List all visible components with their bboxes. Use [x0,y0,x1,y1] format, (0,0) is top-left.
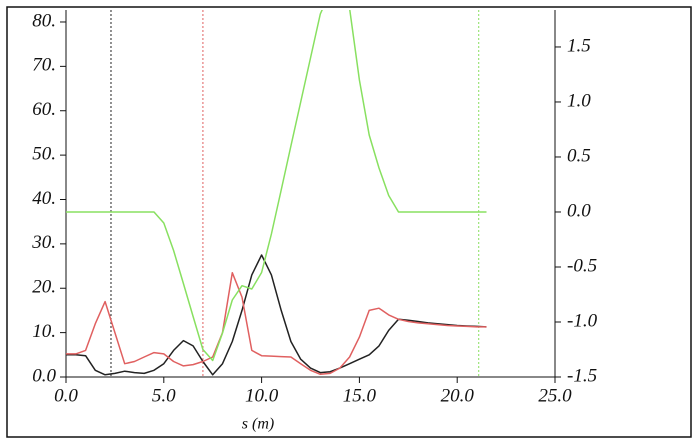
y-tick-label: 10. [32,321,56,342]
y-tick-label: 80. [32,10,56,31]
y-tick-label: 60. [32,99,56,120]
x-tick-label: 15.0 [343,385,377,406]
series-line [66,271,487,376]
y-tick-label: 70. [32,55,56,76]
x-tick-label: 25.0 [538,385,572,406]
y-tick-label: 30. [31,232,56,253]
x-tick-label: 10.0 [245,385,279,406]
y2-tick-label: 0.0 [567,200,591,221]
y2-tick-label: 1.0 [567,90,591,111]
x-tick-label: 20.0 [441,385,475,406]
y2-tick-label: 1.5 [567,35,591,56]
series-line [66,254,487,376]
y-tick-label: 50. [32,143,56,164]
x-tick-label: 0.0 [54,385,78,406]
series-line [66,10,487,362]
y2-tick-label: -1.0 [567,310,598,331]
frame [6,6,692,438]
x-axis-label: s (m) [242,416,274,433]
y-tick-label: 0.0 [32,365,56,386]
x-tick-label: 5.0 [152,385,176,406]
y2-tick-label: -1.5 [567,365,597,386]
y-tick-label: 40. [32,188,56,209]
y-tick-label: 20. [32,277,56,298]
y2-tick-label: 0.5 [567,145,591,166]
y2-tick-label: -0.5 [567,255,597,276]
